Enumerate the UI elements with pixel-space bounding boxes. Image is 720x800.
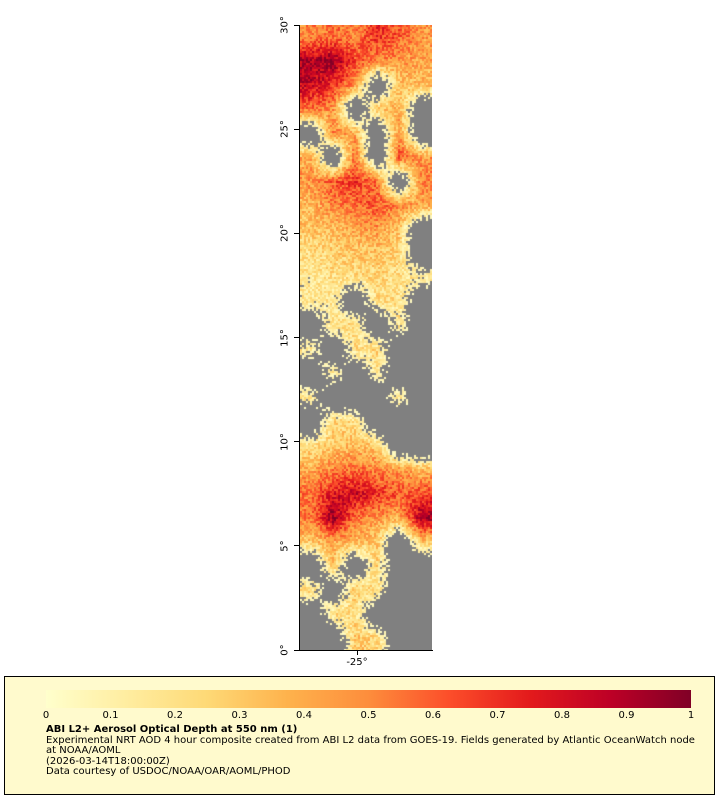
latitude-tick-mark — [294, 649, 299, 651]
colorbar-tick-label: 0.2 — [167, 710, 183, 721]
latitude-tick-label: 15° — [279, 328, 291, 347]
colorbar-tick-labels: 0 0.1 0.2 0.3 0.4 0.5 0.6 0.7 0.8 0.9 1 — [42, 710, 695, 722]
caption-description: Experimental NRT AOD 4 hour composite cr… — [46, 734, 695, 756]
colorbar-tick-label: 0.7 — [489, 710, 506, 721]
colorbar-tick-label: 0 — [42, 710, 50, 721]
aod-map-canvas — [300, 25, 432, 650]
latitude-tick-label: 30° — [279, 16, 291, 34]
caption-title: ABI L2+ Aerosol Optical Depth at 550 nm … — [46, 724, 298, 735]
colorbar-tick-label: 0.4 — [296, 710, 312, 721]
latitude-tick-mark — [294, 441, 299, 443]
caption-text-block: ABI L2+ Aerosol Optical Depth at 550 nm … — [46, 724, 701, 778]
longitude-tick-label: -25° — [346, 657, 368, 668]
latitude-tick-label: 5° — [279, 540, 291, 552]
latitude-tick-label: 25° — [279, 120, 291, 139]
colorbar-tick-label: 0.9 — [618, 710, 635, 721]
legend-box: 0 0.1 0.2 0.3 0.4 0.5 0.6 0.7 0.8 0.9 1 ABI L2+ Ae… — [4, 676, 715, 795]
colorbar-tick-label: 1 — [687, 710, 695, 721]
colorbar-tick-label: 0.6 — [425, 710, 441, 721]
longitude-axis-line — [299, 650, 433, 651]
latitude-tick-mark — [294, 128, 299, 130]
latitude-tick-mark — [294, 337, 299, 338]
latitude-tick-label: 20° — [279, 224, 291, 243]
caption-credit: Data courtesy of USDOC/NOAA/OAR/AOML/PHO… — [46, 766, 291, 777]
latitude-tick-mark — [294, 24, 299, 26]
colorbar-gradient — [46, 690, 691, 708]
latitude-tick-mark — [294, 545, 299, 547]
colorbar-tick-label: 0.8 — [554, 710, 570, 721]
latitude-tick-label: 0° — [279, 644, 291, 656]
longitude-tick-mark — [357, 651, 358, 655]
colorbar-tick-label: 0.1 — [102, 710, 119, 721]
colorbar-tick-label: 0.5 — [360, 710, 377, 721]
colorbar-tick-label: 0.3 — [231, 710, 248, 721]
latitude-tick-label: 10° — [279, 432, 291, 451]
caption-timestamp: (2026-03-14T18:00:00Z) — [46, 755, 170, 767]
latitude-tick-mark — [294, 232, 299, 234]
latitude-axis-line — [299, 25, 300, 651]
